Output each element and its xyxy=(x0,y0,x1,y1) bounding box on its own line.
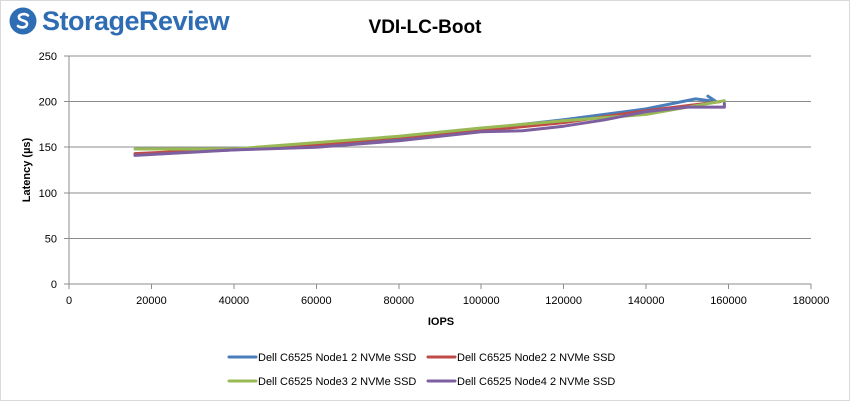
x-tick-label-6: 120000 xyxy=(545,295,582,307)
legend-label-node2: Dell C6525 Node2 2 NVMe SSD xyxy=(457,352,615,364)
y-tick-label-1: 50 xyxy=(45,233,57,245)
y-tick-label-3: 150 xyxy=(39,142,57,154)
legend-label-node1: Dell C6525 Node1 2 NVMe SSD xyxy=(258,352,416,364)
gridlines xyxy=(69,55,811,239)
chart-title: VDI-LC-Boot xyxy=(369,17,483,38)
x-tick-label-3: 60000 xyxy=(301,295,332,307)
legend-label-node4: Dell C6525 Node4 2 NVMe SSD xyxy=(457,376,615,388)
x-tick-label-2: 40000 xyxy=(219,295,250,307)
y-tick-label-0: 0 xyxy=(51,279,57,291)
x-tick-labels: 0 20000 40000 60000 80000 100000 120000 140000 1… xyxy=(66,295,829,307)
series-line-node3 xyxy=(133,99,726,151)
y-tick-label-2: 100 xyxy=(39,188,57,200)
series-lines xyxy=(133,94,726,157)
x-tick-label-1: 20000 xyxy=(136,295,167,307)
storagereview-logo: StorageReview xyxy=(8,5,230,36)
x-tick-label-8: 160000 xyxy=(710,295,747,307)
x-tick-label-4: 80000 xyxy=(383,295,414,307)
y-tick-label-5: 250 xyxy=(39,51,57,63)
legend: Dell C6525 Node1 2 NVMe SSD Dell C6525 No… xyxy=(227,352,615,388)
storagereview-logo-icon xyxy=(9,7,37,35)
x-tick-label-5: 100000 xyxy=(463,295,500,307)
y-tick-labels: 0 50 100 150 200 250 xyxy=(39,51,57,291)
series-line-node1 xyxy=(133,94,718,156)
axes xyxy=(64,55,812,289)
legend-label-node3: Dell C6525 Node3 2 NVMe SSD xyxy=(258,376,416,388)
y-tick-label-4: 200 xyxy=(39,97,57,109)
y-axis-title: Latency (µs) xyxy=(21,137,33,202)
x-tick-label-9: 180000 xyxy=(793,295,830,307)
x-tick-label-0: 0 xyxy=(66,295,72,307)
series-line-node4 xyxy=(133,101,726,157)
brand-name: StorageReview xyxy=(42,5,230,36)
x-tick-label-7: 140000 xyxy=(628,295,665,307)
x-axis-title: IOPS xyxy=(428,316,454,328)
